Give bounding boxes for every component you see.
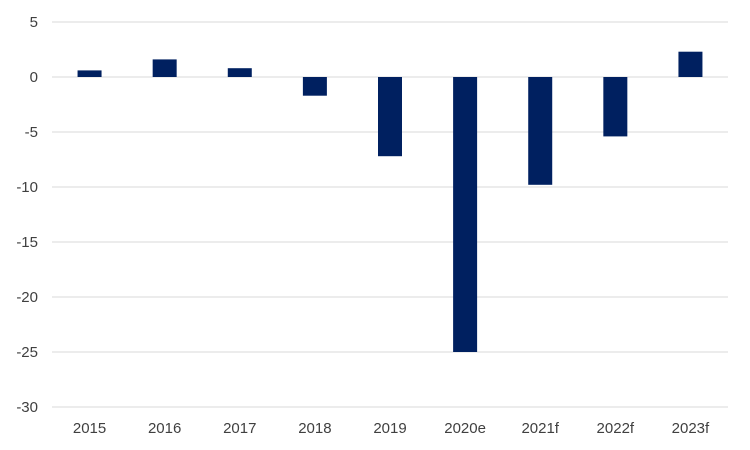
y-tick-label: 0: [30, 69, 38, 86]
x-axis-tick-labels: 2015 2016 2017 2018 2019 2020e 2021f 2022f 2023f: [73, 420, 710, 437]
x-tick-label: 2015: [73, 420, 106, 437]
bar-2021f: [528, 77, 553, 185]
y-tick-label: -15: [16, 234, 38, 251]
x-tick-label: 2022f: [597, 420, 635, 437]
bar-2016: [152, 59, 177, 77]
bar-2023f: [678, 51, 703, 77]
x-tick-label: 2020e: [444, 420, 486, 437]
x-tick-label: 2016: [148, 420, 181, 437]
y-tick-label: -30: [16, 399, 38, 416]
y-tick-label: -25: [16, 344, 38, 361]
x-tick-label: 2021f: [521, 420, 559, 437]
bar-2015: [77, 70, 102, 77]
y-tick-label: -10: [16, 179, 38, 196]
bar-2019: [378, 77, 402, 157]
y-axis-tick-labels: 5 0 -5 -10 -15 -20 -25 -30: [16, 14, 38, 416]
x-tick-label: 2023f: [672, 420, 710, 437]
y-tick-label: -20: [16, 289, 38, 306]
bar-2020e: [453, 77, 478, 352]
bar-2017: [227, 68, 252, 77]
x-tick-label: 2018: [298, 420, 331, 437]
y-tick-label: -5: [25, 124, 38, 141]
x-tick-label: 2017: [223, 420, 256, 437]
bar-2022f: [603, 77, 628, 137]
bar-2018: [302, 77, 327, 96]
y-tick-label: 5: [30, 14, 38, 31]
bars: [77, 51, 703, 352]
x-tick-label: 2019: [373, 420, 406, 437]
